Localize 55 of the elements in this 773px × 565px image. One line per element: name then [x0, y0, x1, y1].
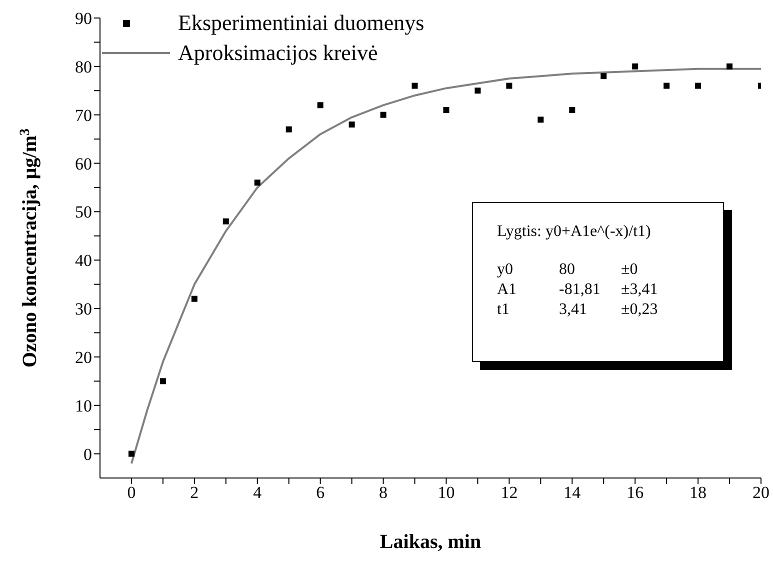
point — [506, 82, 512, 89]
point — [317, 102, 324, 108]
y-tick-label: 10 — [75, 396, 92, 416]
annotation: ±0,23 — [621, 301, 659, 319]
x-axis-title: Laikas, min — [380, 531, 482, 553]
point — [443, 107, 450, 113]
point — [128, 450, 134, 457]
line-series — [130, 68, 761, 464]
y-tick-label: 50 — [75, 202, 92, 222]
annotation: 80 — [559, 261, 576, 279]
x-tick-label: 4 — [253, 483, 262, 502]
x-tick-label: 2 — [190, 483, 199, 502]
x-tick-label: 14 — [564, 483, 582, 502]
x-tick-label: 18 — [690, 483, 707, 502]
point — [664, 82, 670, 89]
annotation: 3,41 — [559, 301, 588, 319]
legend-label: Aproksimacijos kreivė — [178, 40, 378, 66]
point — [254, 180, 260, 186]
annotation: ±3,41 — [621, 281, 659, 299]
annotation: ±0 — [621, 261, 639, 279]
legend-label: Eksperimentiniai duomenys — [178, 10, 424, 36]
point — [695, 82, 702, 89]
y-tick-label: 90 — [75, 9, 92, 28]
point — [380, 112, 386, 118]
annotation: Lygtis: y0+A1e^(-x)/t1) — [497, 223, 652, 241]
y-tick-label: 80 — [75, 57, 92, 76]
y-tick-label: 0 — [84, 444, 92, 464]
annotation: -81,81 — [559, 281, 602, 299]
point — [348, 122, 355, 128]
y-tick-label: 60 — [75, 154, 92, 174]
x-tick-label: 20 — [752, 483, 770, 502]
annotation: t1 — [497, 301, 510, 319]
x-tick-label: 0 — [127, 483, 136, 502]
point — [538, 116, 544, 123]
x-tick-label: 8 — [379, 483, 388, 502]
x-tick-label: 10 — [438, 483, 455, 502]
x-tick-label: 12 — [500, 483, 518, 502]
point — [569, 107, 576, 113]
point — [600, 73, 607, 80]
x-tick-label: 16 — [626, 483, 644, 502]
point — [160, 378, 166, 384]
point — [286, 126, 292, 132]
point — [632, 63, 638, 70]
point — [222, 218, 229, 224]
annotation: A1 — [497, 281, 518, 299]
point — [412, 82, 418, 89]
x-tick-label: 6 — [316, 483, 325, 502]
y-tick-label: 20 — [75, 348, 92, 367]
y-tick-label: 30 — [75, 300, 92, 319]
point — [191, 296, 198, 302]
annotation: y0 — [497, 261, 514, 279]
point — [474, 88, 481, 94]
point — [726, 63, 733, 70]
y-tick-label: 40 — [75, 251, 92, 270]
y-tick-label: 70 — [75, 106, 92, 125]
